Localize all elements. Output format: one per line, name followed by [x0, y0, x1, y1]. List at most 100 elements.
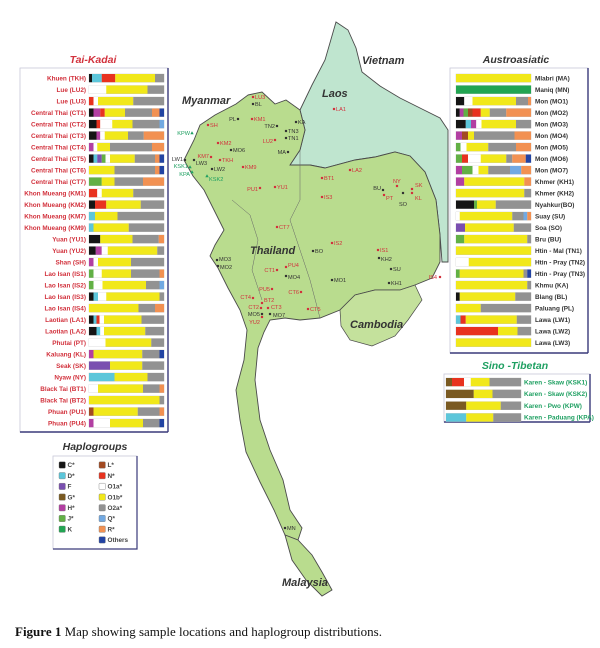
site-label: MO3: [219, 257, 231, 263]
site-marker-ka: KA: [294, 120, 306, 126]
bar-segment-o2a: [125, 108, 153, 117]
bar-segment-c: [89, 200, 96, 209]
site-marker-pl: PL: [229, 117, 240, 123]
bar-segment-h: [456, 131, 463, 140]
bar-segment-o1b: [498, 327, 518, 336]
population-row: Nyaw (NY): [54, 372, 165, 382]
bar-segment-o1b: [456, 304, 481, 313]
population-row: Khon Mueang (KM2): [24, 200, 165, 209]
bar-segment-o1b: [464, 177, 525, 186]
bar-segment-o1b: [93, 223, 129, 232]
population-row: Lawa (LW3): [455, 338, 570, 347]
site-marker-tn3: TN3: [284, 129, 299, 135]
square-marker-icon: [283, 526, 287, 530]
bar-segment-o2a: [492, 389, 522, 398]
site-label: MA: [278, 150, 287, 156]
bar-segment-n: [89, 189, 98, 198]
bar-segment-j: [456, 269, 460, 278]
malaysia-region: [284, 534, 333, 597]
bar-segment-o1b: [456, 281, 528, 290]
bar-segment-o2a: [506, 154, 513, 163]
square-marker-icon: [260, 312, 264, 316]
haplogroup-legend: Haplogroups C* D* F G* H* J* K L* N* O1a* O1b* O2a* Q…: [52, 441, 138, 550]
bar-segment-l: [462, 131, 469, 140]
bar-segment-n: [101, 74, 116, 83]
bar-segment-k: [456, 85, 532, 94]
bar-segment-n: [89, 97, 94, 106]
bar-segment-o2a: [488, 143, 517, 152]
square-marker-icon: [284, 274, 288, 278]
bar-segment-o2a: [140, 200, 165, 209]
site-marker-bu: BU: [373, 186, 385, 192]
country-label-thailand: Thailand: [250, 245, 296, 257]
square-marker-icon: [210, 167, 214, 171]
site-marker-km1: KM1: [250, 117, 266, 123]
bar-segment-l: [468, 108, 473, 117]
bar-segment-o1b: [104, 315, 142, 324]
bar-segment-q: [510, 166, 522, 175]
bar-segment-o1b: [478, 166, 489, 175]
bar-segment-o1b: [101, 269, 132, 278]
bar-segment-o2a: [527, 235, 532, 244]
bar-segment-c: [89, 108, 94, 117]
bar-segment-o1b: [89, 396, 160, 405]
border-line: [289, 150, 321, 319]
population-label: Central Thai (CT6): [31, 167, 86, 174]
bar-segment-h: [89, 419, 94, 428]
legend-item: K: [58, 525, 73, 533]
site-marker-mo6: MO6: [229, 148, 245, 154]
square-marker-icon: [330, 241, 334, 245]
bar-segment-o1b: [98, 97, 134, 106]
square-marker-icon: [206, 123, 210, 127]
population-label: Mon (MO7): [535, 167, 568, 174]
bar-segment-others: [159, 350, 165, 359]
population-row: Khmu (KA): [455, 280, 568, 290]
bar-segment-j: [89, 281, 94, 290]
population-row: Karen - Skaw (KSK1): [445, 377, 587, 387]
legend-swatch: [98, 472, 106, 480]
legend-label: O1b*: [108, 494, 123, 501]
bar-segment-o1b: [459, 212, 513, 221]
population-row: Mon (MO4): [455, 131, 568, 140]
site-label: LU3: [255, 95, 265, 101]
square-marker-icon: [251, 102, 255, 106]
legend-swatch: [58, 483, 66, 490]
site-marker-mo7: MO7: [268, 312, 285, 319]
bar-segment-d: [89, 373, 115, 382]
site-label: BU: [373, 186, 381, 192]
population-row: Lao Isan (IS1): [44, 269, 165, 278]
square-marker-icon: [260, 301, 264, 305]
thailand-region: [183, 91, 441, 541]
bar-segment-o2a: [147, 373, 165, 382]
bar-segment-o1b: [466, 401, 501, 410]
bar-segment-o2a: [142, 350, 160, 359]
bar-segment-o2a: [524, 189, 532, 198]
legend-swatch: [58, 504, 66, 512]
bar-segment-h: [89, 350, 94, 359]
site-label: KH2: [381, 257, 392, 263]
bar-segment-c: [89, 235, 101, 244]
site-label: CT2: [248, 305, 259, 311]
bar-segment-c: [456, 292, 460, 301]
bar-segment-o1b: [106, 200, 141, 209]
bar-segment-o1b: [456, 189, 525, 198]
triangle-marker-icon: [188, 165, 192, 169]
bar-segment-j: [456, 235, 465, 244]
bar-segment-d: [89, 212, 96, 221]
square-marker-icon: [236, 117, 240, 121]
site-marker-lw1: LW1: [172, 157, 187, 163]
population-label: Shan (SH): [55, 259, 86, 266]
site-label: PU5: [259, 287, 270, 293]
population-label: Karen - Pwo (KPW): [524, 403, 582, 410]
bar-segment-o1a: [93, 143, 98, 152]
legend-swatch: [58, 493, 66, 501]
legend-item: J*: [58, 515, 74, 523]
site-marker-mn: MN: [283, 526, 296, 532]
site-label: MO5: [248, 312, 260, 318]
bar-segment-d: [93, 315, 97, 324]
population-row: Black Tai (BT2): [40, 395, 165, 405]
legend-swatch: [98, 525, 106, 533]
bar-segment-o2a: [495, 200, 532, 209]
square-marker-icon: [348, 168, 352, 172]
panel-title: Austroasiatic: [482, 54, 550, 66]
